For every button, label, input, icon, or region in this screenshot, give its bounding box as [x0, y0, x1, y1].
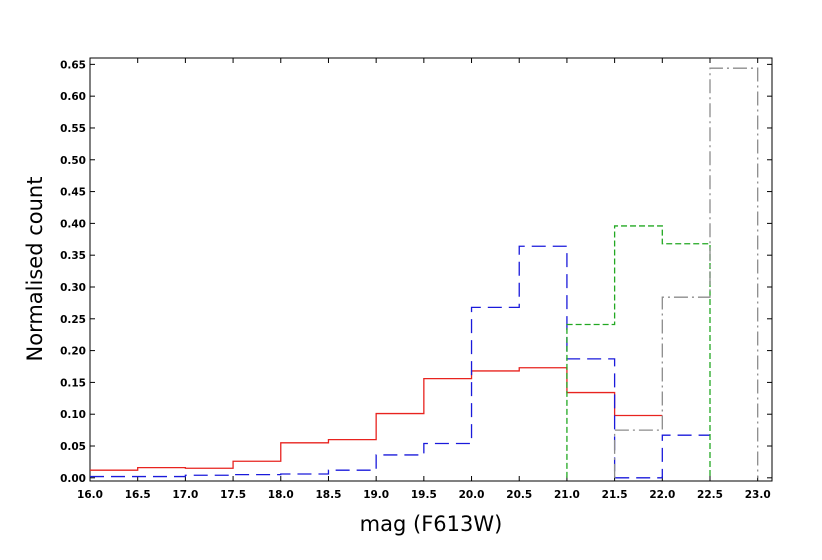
x-tick-label: 18.0: [268, 489, 294, 501]
y-tick-label: 0.05: [60, 441, 86, 453]
y-tick-label: 0.55: [60, 123, 86, 135]
y-tick-label: 0.25: [60, 314, 86, 326]
histogram-series-3: [566, 225, 711, 478]
y-tick-label: 0.30: [60, 282, 86, 294]
x-tick-label: 22.5: [697, 489, 723, 501]
x-tick-label: 16.0: [77, 489, 103, 501]
x-tick-label: 21.0: [554, 489, 580, 501]
y-tick-label: 0.65: [60, 59, 86, 71]
histogram-series-1: [90, 367, 663, 471]
x-tick-label: 16.5: [125, 489, 151, 501]
x-tick-label: 21.5: [602, 489, 628, 501]
x-tick-label: 22.0: [649, 489, 675, 501]
x-tick-label: 19.5: [411, 489, 437, 501]
y-tick-label: 0.10: [60, 409, 86, 421]
y-axis: 0.00 0.05 0.10 0.15 0.20 0.25 0.30 0.35 0.40 0.45…: [60, 59, 772, 485]
y-tick-label: 0.40: [60, 218, 86, 230]
x-tick-label: 19.0: [363, 489, 389, 501]
histogram-series-4: [613, 67, 759, 478]
y-tick-label: 0.15: [60, 377, 86, 389]
y-tick-label: 0.45: [60, 187, 86, 199]
y-tick-label: 0.35: [60, 250, 86, 262]
series-layer: [90, 67, 759, 479]
y-tick-label: 0.50: [60, 155, 86, 167]
x-tick-label: 20.0: [459, 489, 485, 501]
y-tick-label: 0.20: [60, 346, 86, 358]
x-tick-label: 17.5: [220, 489, 246, 501]
plot-frame: [89, 57, 773, 482]
x-tick-label: 20.5: [506, 489, 532, 501]
y-tick-label: 0.00: [60, 473, 86, 485]
x-axis: 16.0 16.5 17.0 17.5 18.0 18.5 19.0 19.5 20.0 20.5…: [77, 58, 771, 501]
histogram-series-2: [90, 245, 710, 479]
y-tick-label: 0.60: [60, 91, 86, 103]
x-tick-label: 18.5: [316, 489, 342, 501]
x-tick-label: 17.0: [172, 489, 198, 501]
x-tick-label: 23.0: [745, 489, 771, 501]
y-axis-title: Normalised count: [23, 177, 47, 362]
x-axis-title: mag (F613W): [360, 512, 503, 536]
